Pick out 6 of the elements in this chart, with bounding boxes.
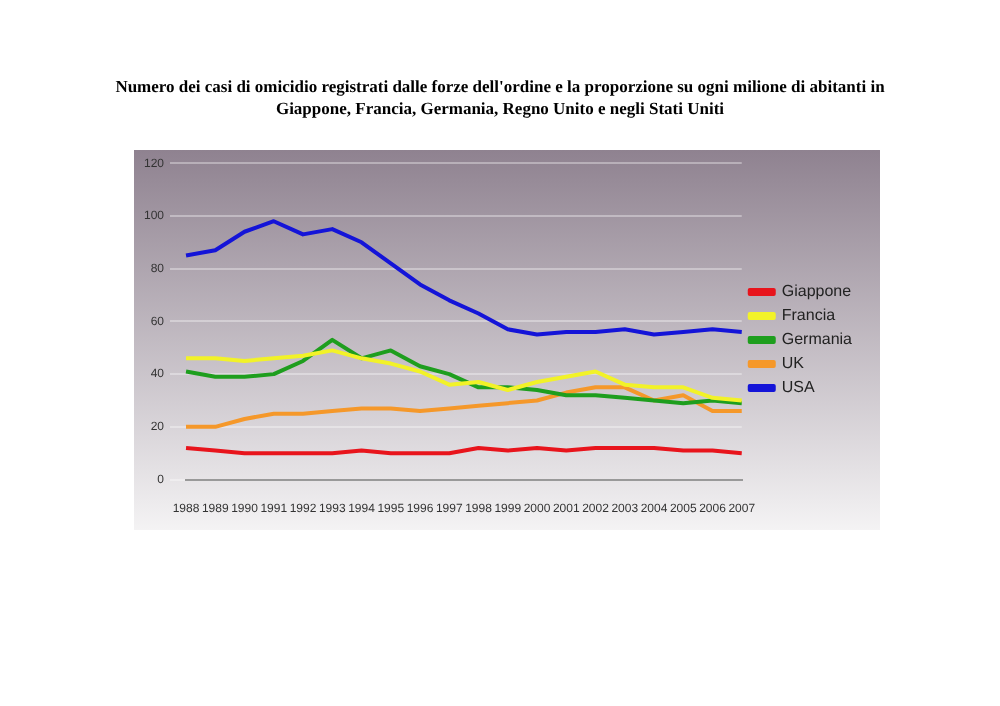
chart-title: Numero dei casi di omicidio registrati dalle forze dell'ordine e la proporzione su ogni milione di abitanti in Giappone, Francia, Germania, Regno Unito e negli Stati Uniti: [113, 76, 887, 120]
legend-label: Germania: [781, 330, 854, 349]
legend-label: Giappone: [781, 282, 853, 301]
legend-label: Francia: [781, 306, 837, 325]
legend-label: UK: [781, 354, 806, 373]
legend-label: USA: [781, 378, 816, 397]
